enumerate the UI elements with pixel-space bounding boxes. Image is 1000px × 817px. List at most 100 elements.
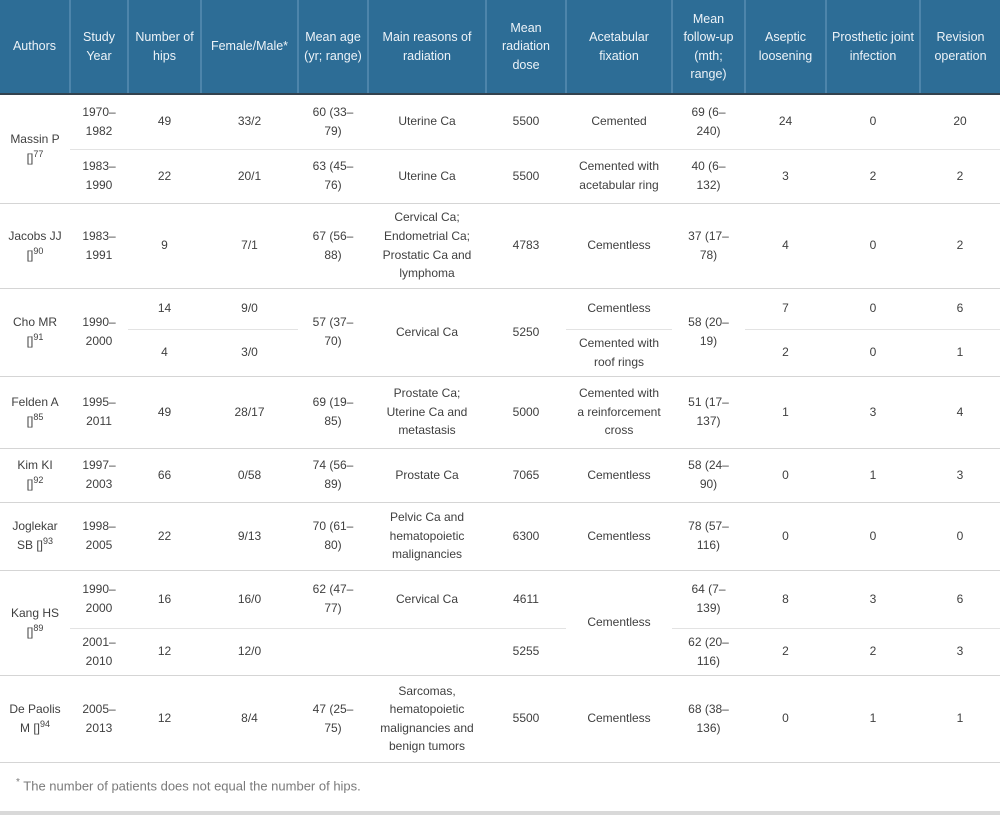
col-header-acetabular-fixation: Acetabular fixation xyxy=(565,0,672,95)
cell-age: 69 (19–85) xyxy=(298,375,368,448)
citation-ref: 89 xyxy=(33,622,44,633)
cell-revision: 6 xyxy=(920,569,1000,628)
cell-loosening: 2 xyxy=(745,328,826,376)
cell-age: 62 (47–77) xyxy=(298,569,368,628)
table-row: Joglekar SB []93 1998–2005 22 9/13 70 (6… xyxy=(0,501,1000,570)
table-row: 2001–2010 12 12/0 5255 62 (20–116) 2 2 3 xyxy=(0,627,1000,675)
cell-loosening: 7 xyxy=(745,287,826,329)
cell-dose: 5000 xyxy=(486,375,566,448)
cell-infection: 0 xyxy=(826,328,920,376)
cell-age: 74 (56–89) xyxy=(298,447,368,502)
cell-hips: 22 xyxy=(128,148,201,203)
cell-revision: 2 xyxy=(920,148,1000,203)
cell-author: Massin P []77 xyxy=(0,94,70,203)
cell-study-year: 1995–2011 xyxy=(70,375,128,448)
table-row: Cho MR []91 1990–2000 14 9/0 57 (37–70) … xyxy=(0,287,1000,376)
cell-revision: 4 xyxy=(920,375,1000,448)
cell-reason: Sarcomas, hematopoietic malignancies and… xyxy=(368,674,486,762)
cell-age: 60 (33–79) xyxy=(298,94,368,149)
cell-author: Kang HS []89 xyxy=(0,569,70,675)
footnote-asterisk: * xyxy=(16,777,20,788)
cell-study-year: 1983–1991 xyxy=(70,202,128,288)
col-header-main-reasons: Main reasons of radiation xyxy=(367,0,486,95)
cell-dose: 5500 xyxy=(486,94,566,149)
cell-follow-up: 69 (6–240) xyxy=(672,94,745,149)
cell-study-year: 1990–2000 xyxy=(70,569,128,628)
cell-hips: 9 xyxy=(128,202,201,288)
cell-infection: 3 xyxy=(826,375,920,448)
cell-female-male: 8/4 xyxy=(201,674,298,762)
cell-revision: 6 xyxy=(920,287,1000,329)
cell-dose: 5250 xyxy=(486,287,566,376)
cell-reason: Cervical Ca; Endometrial Ca; Prostatic C… xyxy=(368,202,486,288)
table-row: Felden A []85 1995–2011 49 28/17 69 (19–… xyxy=(0,375,1000,448)
cell-female-male: 9/13 xyxy=(201,501,298,570)
cell-age: 57 (37–70) xyxy=(298,287,368,376)
bottom-divider xyxy=(0,811,1000,815)
citation-ref: 92 xyxy=(33,475,44,485)
cell-follow-up: 58 (24–90) xyxy=(672,447,745,502)
cell-infection: 0 xyxy=(826,94,920,149)
cell-follow-up: 37 (17–78) xyxy=(672,202,745,288)
cell-age: 67 (56–88) xyxy=(298,202,368,288)
cell-dose: 5255 xyxy=(486,627,566,675)
cell-female-male: 16/0 xyxy=(201,569,298,628)
col-header-revision-operation: Revision operation xyxy=(919,0,1000,95)
cell-female-male: 20/1 xyxy=(201,148,298,203)
col-header-aseptic-loosening: Aseptic loosening xyxy=(744,0,826,95)
cell-study-year: 2005–2013 xyxy=(70,674,128,762)
cell-infection: 1 xyxy=(826,674,920,762)
col-header-female-male: Female/Male* xyxy=(200,0,298,95)
cell-dose: 5500 xyxy=(486,674,566,762)
cell-age: 70 (61–80) xyxy=(298,501,368,570)
cell-fixation: Cemented with roof rings xyxy=(566,328,672,376)
table-row: Jacobs JJ []90 1983–1991 9 7/1 67 (56–88… xyxy=(0,202,1000,288)
cell-author: Joglekar SB []93 xyxy=(0,501,70,570)
cell-study-year: 2001–2010 xyxy=(70,627,128,675)
cell-revision: 1 xyxy=(920,674,1000,762)
table-row: Kim KI []92 1997–2003 66 0/58 74 (56–89)… xyxy=(0,447,1000,502)
cell-study-year: 1998–2005 xyxy=(70,501,128,570)
table-row: De Paolis M []94 2005–2013 12 8/4 47 (25… xyxy=(0,674,1000,762)
cell-fixation: Cemented xyxy=(566,94,672,149)
cell-infection: 2 xyxy=(826,627,920,675)
cell-follow-up: 58 (20–19) xyxy=(672,287,745,376)
col-header-authors: Authors xyxy=(0,0,70,95)
cell-infection: 3 xyxy=(826,569,920,628)
cell-author: De Paolis M []94 xyxy=(0,674,70,762)
cell-follow-up: 68 (38–136) xyxy=(672,674,745,762)
table-row: Kang HS []89 1990–2000 16 16/0 62 (47–77… xyxy=(0,569,1000,675)
cell-dose: 5500 xyxy=(486,148,566,203)
cell-reason: Uterine Ca xyxy=(368,94,486,149)
cell-study-year: 1990–2000 xyxy=(70,287,128,376)
footnote-text: The number of patients does not equal th… xyxy=(19,778,361,794)
cell-study-year: 1997–2003 xyxy=(70,447,128,502)
cell-loosening: 24 xyxy=(745,94,826,149)
cell-loosening: 3 xyxy=(745,148,826,203)
cell-hips: 66 xyxy=(128,447,201,502)
cell-study-year: 1983–1990 xyxy=(70,148,128,203)
header-row: Authors Study Year Number of hips Female… xyxy=(0,0,1000,95)
table-row: Massin P []77 1970–1982 49 33/2 60 (33–7… xyxy=(0,94,1000,203)
cell-female-male: 9/0 xyxy=(201,287,298,329)
cell-dose: 4611 xyxy=(486,569,566,628)
cell-reason: Prostate Ca xyxy=(368,447,486,502)
cell-hips: 49 xyxy=(128,94,201,149)
cell-revision: 0 xyxy=(920,501,1000,570)
cell-infection: 0 xyxy=(826,202,920,288)
cell-fixation: Cementless xyxy=(566,202,672,288)
cell-author: Felden A []85 xyxy=(0,375,70,448)
cell-follow-up: 64 (7–139) xyxy=(672,569,745,628)
col-header-joint-infection: Prosthetic joint infection xyxy=(825,0,920,95)
citation-ref: 94 xyxy=(39,718,50,729)
cell-female-male: 12/0 xyxy=(201,627,298,675)
cell-female-male: 7/1 xyxy=(201,202,298,288)
cell-author: Kim KI []92 xyxy=(0,447,70,502)
cell-reason: Uterine Ca xyxy=(368,148,486,203)
citation-ref: 77 xyxy=(33,148,44,159)
citation-ref: 93 xyxy=(43,536,54,546)
cell-female-male: 33/2 xyxy=(201,94,298,149)
cell-dose: 7065 xyxy=(486,447,566,502)
cell-infection: 0 xyxy=(826,287,920,329)
